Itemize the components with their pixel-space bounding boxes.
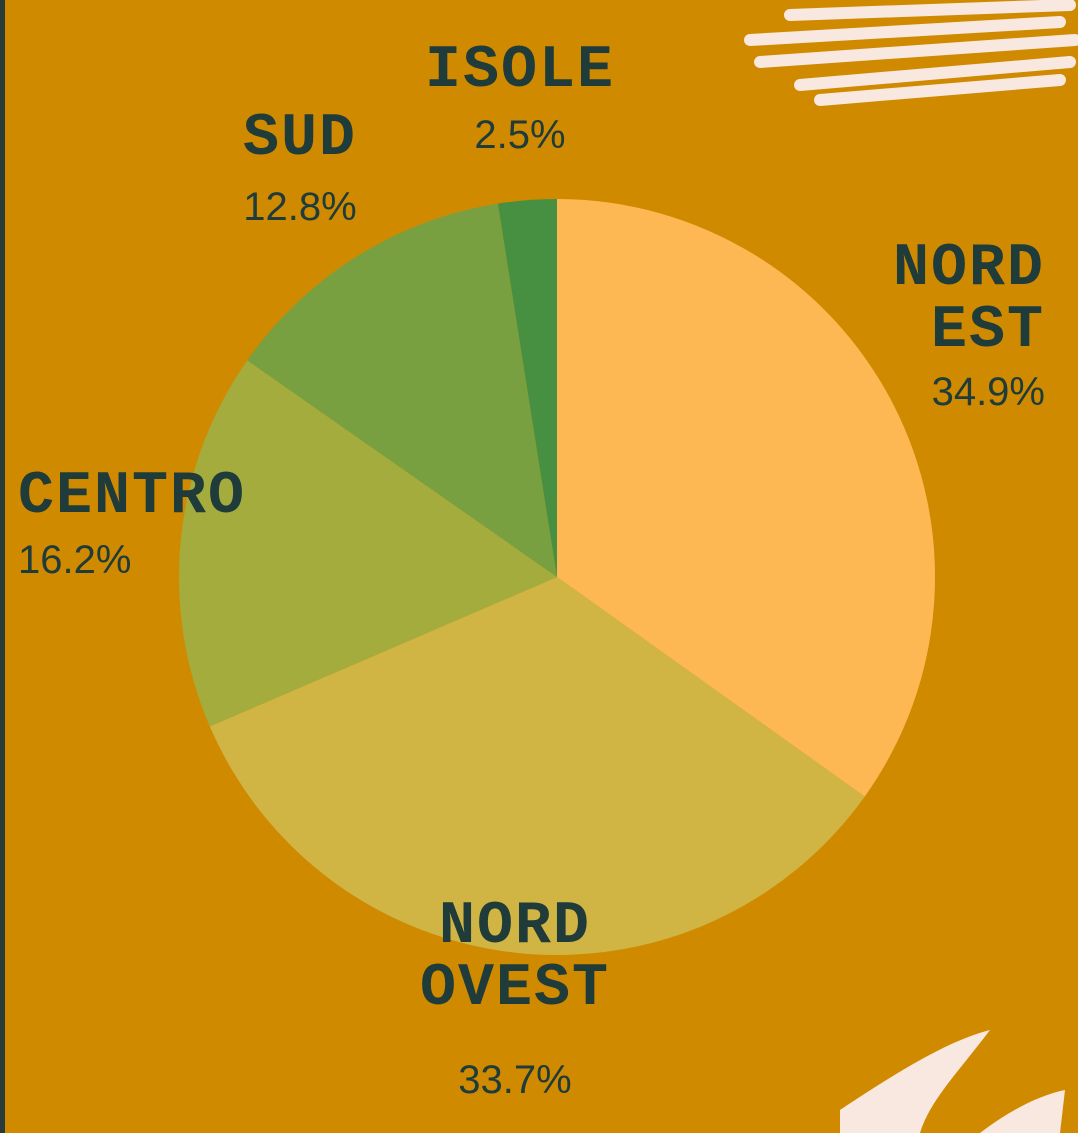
slice-name: NORD EST: [840, 238, 1045, 362]
scribble-bottom: [840, 1030, 1065, 1133]
slice-name: ISOLE: [400, 40, 640, 102]
slice-percent: 2.5%: [400, 113, 640, 157]
scribble-top: [750, 5, 1075, 100]
slice-name: NORD OVEST: [380, 896, 650, 1020]
slice-percent: 33.7%: [380, 1058, 650, 1102]
slice-name: SUD: [200, 108, 400, 170]
slice-percent: 12.8%: [200, 185, 400, 229]
slice-name: CENTRO: [18, 466, 318, 528]
edge-strip: [0, 0, 5, 1133]
slice-percent: 16.2%: [18, 538, 318, 582]
slice-percent: 34.9%: [840, 370, 1045, 414]
infographic: NORD EST 34.9% NORD OVEST 33.7% CENTRO 16.2% S…: [0, 0, 1078, 1133]
